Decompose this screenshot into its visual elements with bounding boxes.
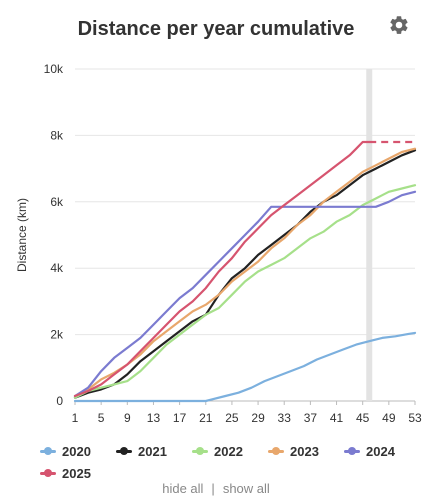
current-week-highlight	[366, 69, 373, 401]
legend-label: 2025	[62, 465, 91, 481]
y-tick-label: 10k	[44, 62, 64, 76]
legend-item-2024[interactable]: 2024	[344, 444, 420, 459]
footer-links: hide all | show all	[0, 481, 432, 496]
legend-item-2025[interactable]: 2025	[40, 466, 116, 481]
x-tick-label: 33	[278, 411, 292, 425]
legend-label: 2022	[214, 443, 243, 459]
legend-item-2023[interactable]: 2023	[268, 444, 344, 459]
legend-item-2022[interactable]: 2022	[192, 444, 268, 459]
x-tick-label: 53	[408, 411, 422, 425]
hide-all-link[interactable]: hide all	[162, 481, 204, 496]
x-tick-label: 1	[72, 411, 79, 425]
legend: 2020 2021 2022 2023 2024 2025	[40, 440, 420, 484]
chart-area: 0 2k 4k 6k 8k 10k 1 5 9 13 17 21 25 29 33 37 41 45 49 53 Di…	[15, 62, 422, 425]
series-line-2020[interactable]	[73, 331, 417, 403]
x-tick-label: 29	[251, 411, 265, 425]
axes: 0 2k 4k 6k 8k 10k 1 5 9 13 17 21 25 29 33 37 41 45 49 53	[44, 62, 422, 425]
chart-title: Distance per year cumulative	[77, 18, 355, 40]
legend-row: 2020 2021 2022 2023 2024	[40, 440, 420, 462]
y-tick-label: 6k	[50, 195, 64, 209]
y-tick-label: 8k	[50, 128, 64, 142]
series-lines	[73, 140, 417, 403]
series-line-2024[interactable]	[73, 190, 417, 398]
series-line-2025[interactable]	[73, 140, 371, 398]
legend-swatch	[40, 469, 56, 477]
y-tick-label: 0	[56, 394, 63, 408]
x-tick-label: 37	[304, 411, 318, 425]
legend-swatch	[192, 447, 208, 455]
legend-swatch	[344, 447, 360, 455]
series-line-2021[interactable]	[73, 149, 417, 399]
legend-label: 2024	[366, 443, 395, 459]
x-tick-label: 21	[199, 411, 213, 425]
x-tick-label: 13	[147, 411, 161, 425]
show-all-link[interactable]: show all	[222, 481, 270, 496]
x-tick-label: 5	[98, 411, 105, 425]
series-line-2023[interactable]	[73, 147, 417, 398]
legend-label: 2023	[290, 443, 319, 459]
legend-label: 2020	[62, 443, 91, 459]
x-tick-label: 45	[356, 411, 370, 425]
x-tick-label: 25	[225, 411, 239, 425]
legend-swatch	[116, 447, 132, 455]
y-tick-label: 4k	[50, 261, 64, 275]
series-line-2022[interactable]	[73, 184, 417, 399]
x-tick-label: 17	[173, 411, 187, 425]
gear-icon[interactable]	[388, 14, 410, 36]
footer-separator: |	[211, 481, 215, 496]
legend-swatch	[268, 447, 284, 455]
y-tick-label: 2k	[50, 328, 64, 342]
y-axis-label: Distance (km)	[15, 198, 29, 272]
legend-item-2021[interactable]: 2021	[116, 444, 192, 459]
x-tick-label: 49	[382, 411, 396, 425]
legend-row: 2025	[40, 462, 420, 484]
legend-label: 2021	[138, 443, 167, 459]
legend-swatch	[40, 447, 56, 455]
x-tick-label: 9	[124, 411, 131, 425]
x-tick-label: 41	[330, 411, 344, 425]
legend-item-2020[interactable]: 2020	[40, 444, 116, 459]
